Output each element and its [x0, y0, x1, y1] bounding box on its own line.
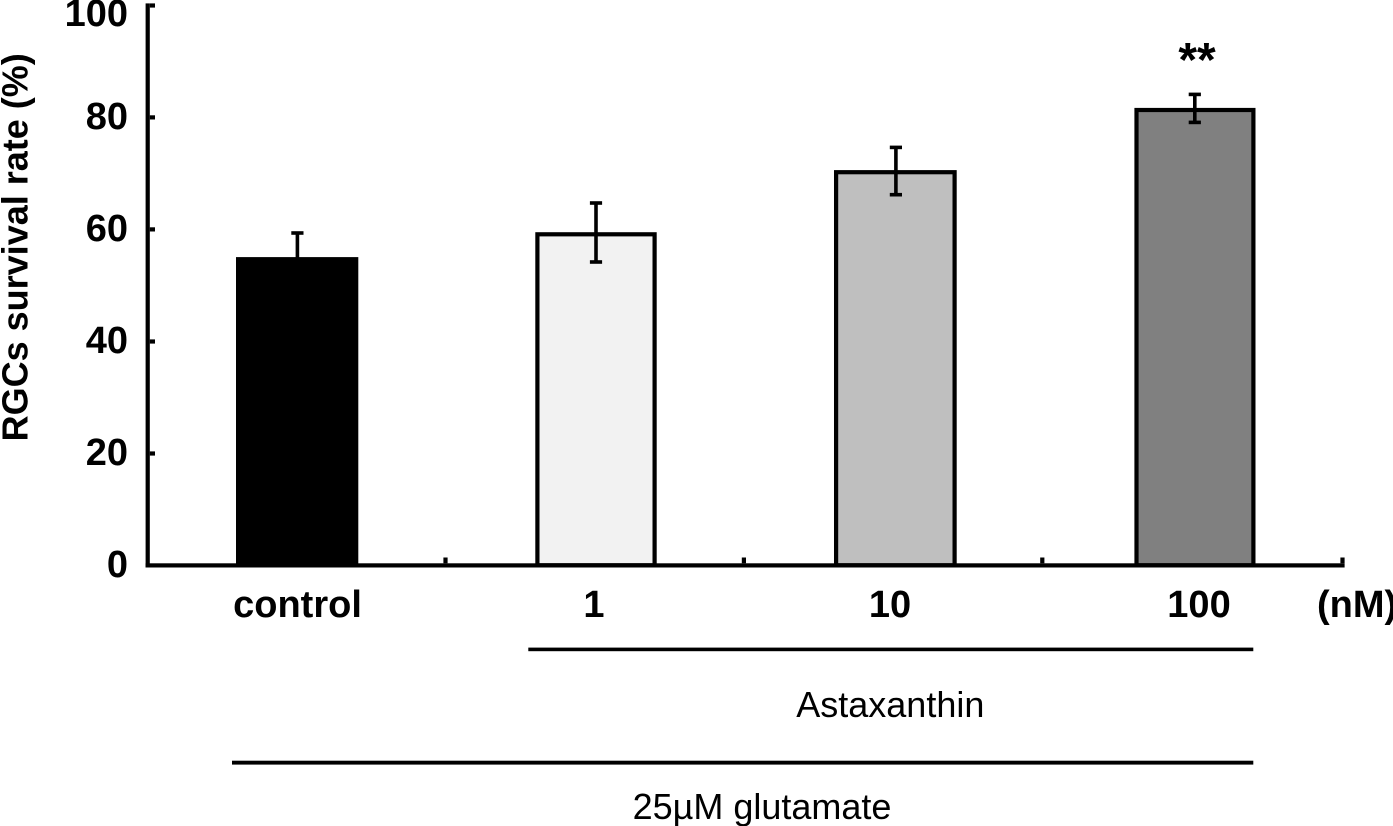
svg-text:RGCs survival rate (%): RGCs survival rate (%): [0, 53, 36, 441]
svg-text:0: 0: [107, 544, 128, 586]
svg-text:20: 20: [86, 432, 128, 474]
svg-text:**: **: [1178, 34, 1216, 87]
svg-text:25µM glutamate: 25µM glutamate: [633, 786, 892, 826]
svg-text:1: 1: [583, 584, 604, 626]
svg-text:100: 100: [1167, 584, 1230, 626]
svg-text:(nM): (nM): [1317, 584, 1393, 626]
svg-text:40: 40: [86, 320, 128, 362]
svg-text:100: 100: [65, 0, 128, 35]
svg-text:80: 80: [86, 96, 128, 138]
svg-text:10: 10: [869, 584, 911, 626]
svg-text:Astaxanthin: Astaxanthin: [796, 684, 984, 725]
svg-text:control: control: [233, 584, 362, 626]
svg-text:60: 60: [86, 208, 128, 250]
